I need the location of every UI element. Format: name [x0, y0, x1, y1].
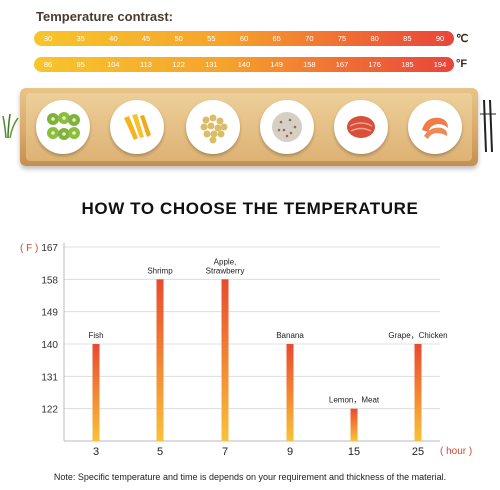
celsius-value: 40 — [109, 34, 118, 43]
temperature-chart: ( F ) 122 131 140 149 158 167 3 Fish 5 Shrimp 7 Appl… — [20, 243, 472, 458]
x-axis-label: ( hour ) — [440, 446, 472, 457]
bar-label: Grape，Chicken — [388, 331, 447, 340]
fahrenheit-value: 113 — [140, 60, 152, 69]
y-tick-label: 122 — [41, 405, 58, 416]
celsius-value: 85 — [403, 34, 412, 43]
x-tick-label: 15 — [348, 446, 360, 458]
bar — [286, 344, 294, 441]
fahrenheit-value: 122 — [172, 60, 185, 69]
rice-icon — [272, 112, 302, 142]
fahrenheit-value: 158 — [303, 60, 316, 69]
fahrenheit-value: 167 — [335, 60, 349, 69]
fahrenheit-scale-bar: 86 95 104 113 122 131 140 149 158 167 176 185 194 — [34, 57, 454, 72]
plate-mango — [110, 100, 164, 154]
fahrenheit-value: 86 — [43, 60, 53, 69]
bar-label: Shrimp — [147, 266, 173, 275]
grass-icon — [2, 113, 19, 139]
fahrenheit-value: 194 — [433, 60, 447, 69]
chart-title: HOW TO CHOOSE THE TEMPERATURE — [81, 199, 419, 218]
fahrenheit-value: 185 — [401, 60, 414, 69]
celsius-value: 50 — [174, 34, 183, 43]
celsius-value: 65 — [272, 34, 281, 43]
y-tick-label: 158 — [41, 275, 58, 286]
fahrenheit-value: 131 — [205, 60, 218, 69]
fahrenheit-value: 95 — [76, 60, 85, 69]
celsius-value: 30 — [43, 34, 53, 43]
kiwi-icon — [47, 112, 80, 140]
fahrenheit-unit: °F — [456, 58, 468, 70]
plate-kiwi — [36, 100, 90, 154]
celsius-value: 45 — [141, 34, 151, 43]
fahrenheit-value: 176 — [368, 60, 381, 69]
bar-label: Fish — [88, 331, 103, 340]
fahrenheit-value: 104 — [107, 60, 120, 69]
celsius-value: 75 — [337, 34, 347, 43]
plate-soybeans — [186, 100, 240, 154]
y-tick-label: 149 — [41, 308, 58, 319]
plate-rice — [260, 100, 314, 154]
y-axis-label: ( F ) — [20, 243, 38, 254]
x-tick-label: 25 — [412, 446, 424, 458]
x-tick-label: 5 — [157, 446, 163, 458]
bar-label: Apple, — [214, 257, 237, 266]
bar — [350, 408, 358, 441]
celsius-scale-bar: 30 35 40 45 50 55 60 65 70 75 80 85 90 — [34, 31, 454, 46]
temperature-contrast-title: Temperature contrast: — [36, 9, 174, 24]
fahrenheit-value: 149 — [270, 60, 283, 69]
footnote: Note: Specific temperature and time is d… — [53, 472, 447, 482]
bar-label: Lemon，Meat — [329, 396, 380, 405]
bar — [221, 279, 229, 441]
bar-label: Banana — [276, 331, 304, 340]
y-tick-label: 131 — [41, 372, 58, 383]
bar — [92, 344, 100, 441]
chopsticks-icon — [480, 100, 496, 152]
tray-surface — [26, 93, 472, 161]
celsius-value: 55 — [207, 34, 216, 43]
shrimp-icon — [422, 117, 448, 139]
celsius-unit: ℃ — [456, 33, 469, 45]
celsius-value: 80 — [370, 34, 379, 43]
plate-meat — [334, 100, 388, 154]
meat-icon — [347, 116, 375, 138]
y-tick-label: 167 — [41, 243, 58, 254]
bar — [414, 344, 422, 441]
celsius-value: 35 — [76, 34, 85, 43]
plate-shrimp — [408, 100, 462, 154]
mango-icon — [124, 114, 151, 140]
celsius-value: 90 — [435, 34, 445, 43]
celsius-value: 60 — [239, 34, 249, 43]
bamboo-tray — [20, 88, 478, 166]
y-tick-label: 140 — [41, 340, 58, 351]
x-tick-label: 7 — [222, 446, 228, 458]
bar-label: Strawberry — [206, 266, 245, 275]
x-tick-label: 3 — [93, 446, 99, 458]
bar — [156, 279, 164, 441]
celsius-value: 70 — [305, 34, 314, 43]
soybean-icon — [200, 114, 228, 144]
fahrenheit-value: 140 — [237, 60, 251, 69]
x-tick-label: 9 — [287, 446, 293, 458]
